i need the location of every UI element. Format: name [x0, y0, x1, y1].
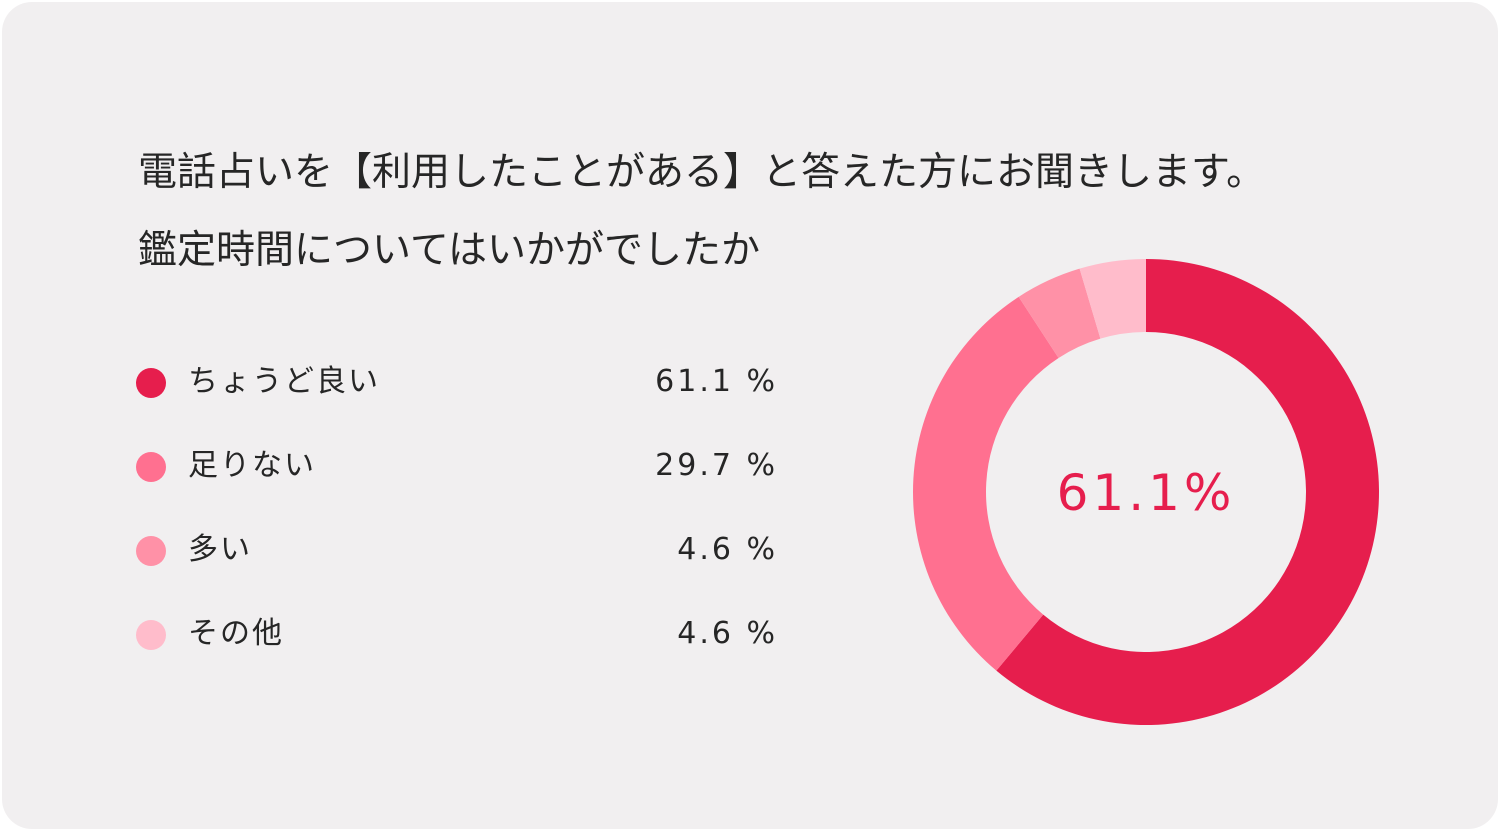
legend-item-too-long: 多い 4.6 % [136, 510, 786, 594]
legend-label: ちょうど良い [188, 364, 380, 399]
legend-label: 多い [188, 532, 252, 567]
legend-label: 足りない [188, 448, 316, 483]
legend-item-not-enough: 足りない 29.7 % [136, 426, 786, 510]
legend-item-other: その他 4.6 % [136, 594, 786, 678]
donut-slice-1 [996, 259, 1379, 725]
title-line-1: 電話占いを【利用したことがある】と答えた方にお聞きします。 [138, 150, 1266, 195]
legend-item-just-right: ちょうど良い 61.1 % [136, 342, 786, 426]
legend: ちょうど良い 61.1 % 足りない 29.7 % 多い 4.6 % その他 4… [136, 342, 786, 678]
legend-value: 61.1 % [655, 364, 778, 399]
title-line-2: 鑑定時間についてはいかがでしたか [138, 228, 761, 273]
donut-chart: 61.1% [913, 259, 1379, 725]
donut-slice-3 [1018, 268, 1101, 358]
legend-value: 4.6 % [677, 532, 778, 567]
donut-slices [913, 259, 1379, 725]
chart-title: 電話占いを【利用したことがある】と答えた方にお聞きします。 鑑定時間についてはい… [138, 134, 1265, 290]
legend-swatch [136, 452, 166, 482]
legend-swatch [136, 620, 166, 650]
donut-slice-2 [913, 296, 1059, 671]
legend-value: 29.7 % [655, 448, 778, 483]
donut-center-label: 61.1% [1057, 464, 1236, 522]
legend-value: 4.6 % [677, 616, 778, 651]
legend-swatch [136, 368, 166, 398]
legend-label: その他 [188, 616, 284, 651]
donut-slice-4 [1079, 259, 1146, 339]
legend-swatch [136, 536, 166, 566]
